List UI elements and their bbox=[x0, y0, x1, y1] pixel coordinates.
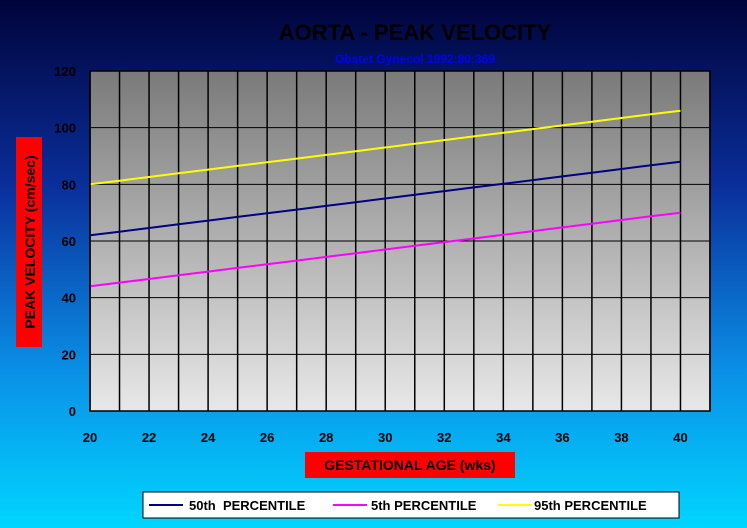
series-line-0 bbox=[89, 160, 681, 237]
x-tick-label: 32 bbox=[437, 430, 451, 445]
x-tick-label: 26 bbox=[260, 430, 274, 445]
x-tick-label: 30 bbox=[378, 430, 392, 445]
x-tick-label: 36 bbox=[555, 430, 569, 445]
x-tick-label: 28 bbox=[319, 430, 333, 445]
x-tick-label: 24 bbox=[201, 430, 216, 445]
y-tick-label: 100 bbox=[54, 121, 76, 136]
chart-title: AORTA - PEAK VELOCITY bbox=[279, 20, 552, 45]
x-axis-title-text: GESTATIONAL AGE (wks) bbox=[324, 457, 495, 473]
legend-label-5th: 5th PERCENTILE bbox=[371, 498, 477, 513]
plot-border bbox=[89, 70, 711, 412]
x-tick-label: 40 bbox=[673, 430, 687, 445]
series-line-2 bbox=[89, 109, 681, 186]
chart-subtitle: Obstet Gynecol 1992;80:369 bbox=[335, 52, 495, 66]
legend: 50th PERCENTILE 5th PERCENTILE 95th PERC… bbox=[142, 491, 680, 519]
x-axis-title: GESTATIONAL AGE (wks) bbox=[305, 452, 515, 478]
x-tick-label: 20 bbox=[83, 430, 97, 445]
y-axis-title-box bbox=[16, 137, 42, 347]
y-tick-label: 80 bbox=[62, 177, 76, 192]
y-tick-label: 40 bbox=[62, 291, 76, 306]
x-tick-label: 34 bbox=[496, 430, 511, 445]
x-tick-labels: 20 22 24 26 28 30 32 34 36 38 40 bbox=[83, 430, 688, 445]
series-lines bbox=[89, 109, 681, 288]
y-axis-title-text: PEAK VELOCITY (cm/sec) bbox=[22, 155, 38, 328]
y-tick-label: 20 bbox=[62, 347, 76, 362]
y-tick-label: 60 bbox=[62, 234, 76, 249]
legend-label-50th: 50th PERCENTILE bbox=[189, 498, 306, 513]
legend-box bbox=[142, 491, 680, 519]
y-tick-labels: 0 20 40 60 80 100 120 bbox=[54, 64, 76, 419]
x-axis-title-box bbox=[305, 452, 515, 478]
y-tick-label: 120 bbox=[54, 64, 76, 79]
series-line-1 bbox=[89, 211, 681, 288]
y-tick-label: 0 bbox=[69, 404, 76, 419]
legend-label-95th: 95th PERCENTILE bbox=[534, 498, 647, 513]
x-tick-label: 22 bbox=[142, 430, 156, 445]
x-tick-label: 38 bbox=[614, 430, 628, 445]
y-axis-title: PEAK VELOCITY (cm/sec) bbox=[16, 137, 42, 347]
